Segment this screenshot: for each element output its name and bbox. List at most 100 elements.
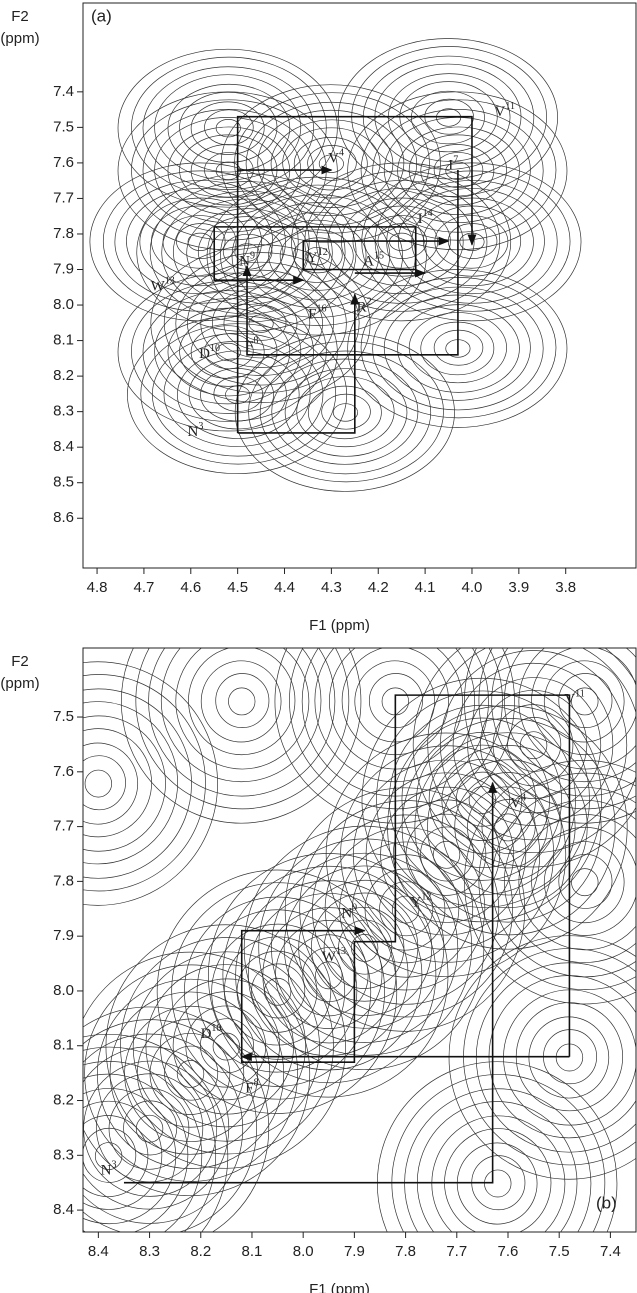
y-tick-label: 8.1 [53,1037,74,1054]
contour [145,964,306,1128]
contour [131,280,327,422]
contour [215,119,241,138]
residue-name: A [363,254,374,270]
residue-label: V4 [328,148,344,167]
connectivity-walk [214,226,450,271]
contour [282,127,381,199]
contour [364,868,446,951]
x-tick-label: 4.1 [415,579,436,596]
contour [293,237,343,274]
contour [401,717,616,936]
contour [351,854,460,964]
residue-name: N [341,906,352,922]
x-tick-label: 7.7 [446,1243,467,1260]
contour [380,786,515,923]
residue-label: V11 [564,689,584,708]
residue-label: D10 [201,1023,222,1042]
residue-number: 10 [210,343,220,354]
contour [83,728,152,838]
contour [247,892,409,1057]
contour [271,852,459,1043]
residue-label: W13 [322,946,346,965]
y-tick-label: 8.2 [53,367,74,384]
contour [307,385,382,440]
x-tick-label: 4.3 [321,579,342,596]
y-tick-label: 7.8 [53,872,74,889]
contour [293,137,368,191]
contour [321,393,371,430]
contour [208,853,449,1098]
x-axis-label: F1 (ppm) [309,617,370,634]
residue-number: 16 [316,304,326,315]
residue-label: F8 [245,1078,258,1097]
residue-label: Y12 [411,892,432,911]
contour [83,1073,189,1232]
contour [518,814,636,951]
contour [299,800,514,1018]
contour [148,648,336,797]
x-tick-label: 4.8 [87,579,108,596]
contour [83,1060,218,1197]
contour [420,826,475,882]
contour [160,648,322,783]
contour [83,715,166,852]
residue-label: N3 [188,421,204,440]
contour [452,662,614,826]
contour [199,1018,254,1074]
contour [558,673,613,729]
y-tick-label: 7.9 [53,260,74,277]
residue-number: 9 [250,251,255,262]
plot-frame [82,647,637,1233]
residue-name: F [245,1081,253,1097]
contour [236,304,287,341]
residue-name: I [418,211,423,227]
y-tick-label: 8.3 [53,1146,74,1163]
contour [149,1032,231,1115]
y-tick-label: 7.6 [53,154,74,171]
contour [284,787,526,1032]
residue-number: 3 [112,1160,117,1171]
contour [190,101,265,155]
residue-number: 13 [336,946,346,957]
contour [204,109,254,146]
contour [531,648,636,756]
x-tick-label: 3.9 [508,579,529,596]
x-tick-label: 7.9 [344,1243,365,1260]
contour [83,1100,163,1210]
contour [571,868,599,897]
connectivity-walk [123,781,498,1184]
y-axis-label: (ppm) [0,30,39,47]
contour [494,813,522,842]
residue-name: D [201,1026,212,1042]
y-tick-label: 8.4 [53,438,74,455]
residue-label: V11 [495,101,515,120]
x-tick-label: 4.0 [462,579,483,596]
contour [571,687,599,716]
residue-number: 4 [521,793,526,804]
contour [291,162,512,322]
residue-label: V4 [510,793,526,812]
y-tick-label: 7.4 [53,83,74,100]
contour [401,717,563,881]
contour [296,376,395,448]
residue-name: F [245,339,253,355]
connectivity-walk [237,293,360,434]
y-tick-label: 7.6 [53,763,74,780]
contour [467,677,602,814]
contour [211,923,346,1060]
residue-label: N3 [101,1160,117,1179]
residue-number: 10 [211,1023,221,1034]
contour [83,1088,177,1225]
contour [187,269,334,376]
contour [212,1032,241,1061]
contour [376,690,590,908]
contour [234,92,430,234]
contour [339,841,474,978]
contour [215,342,241,362]
contour [392,799,501,909]
contour [187,232,213,252]
residue-label: F16 [308,304,326,323]
residue-number: 4 [339,148,344,159]
contour [432,840,461,869]
